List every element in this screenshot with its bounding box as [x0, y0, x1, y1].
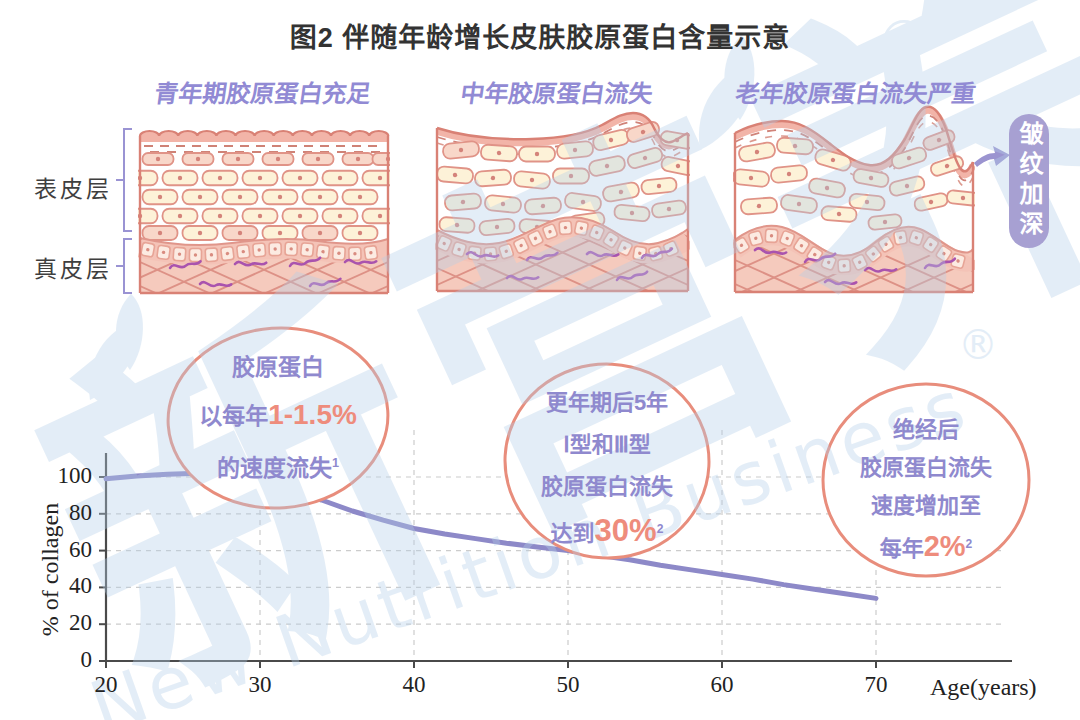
skin-diagrams-and-chart [0, 0, 1080, 720]
infographic-page: New Nutrition Business ® ® 新营养 图2 伴随年龄增长… [0, 0, 1080, 720]
